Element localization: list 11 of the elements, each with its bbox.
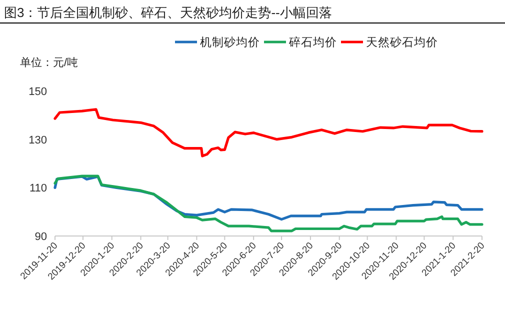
y-axis-title: 单位：元/吨 <box>20 56 78 69</box>
legend-label: 天然砂石均价 <box>366 36 438 49</box>
y-tick-label: 90 <box>34 231 47 243</box>
legend-label: 机制砂均价 <box>200 36 260 49</box>
y-tick-label: 150 <box>28 86 47 98</box>
chart-title: 图3：节后全国机制砂、碎石、天然砂均价走势--小幅回落 <box>4 5 332 20</box>
y-tick-label: 110 <box>29 182 47 195</box>
y-tick-label: 130 <box>28 134 47 146</box>
legend-label: 碎石均价 <box>288 35 337 49</box>
line-series <box>54 108 484 158</box>
line-series <box>54 174 484 232</box>
